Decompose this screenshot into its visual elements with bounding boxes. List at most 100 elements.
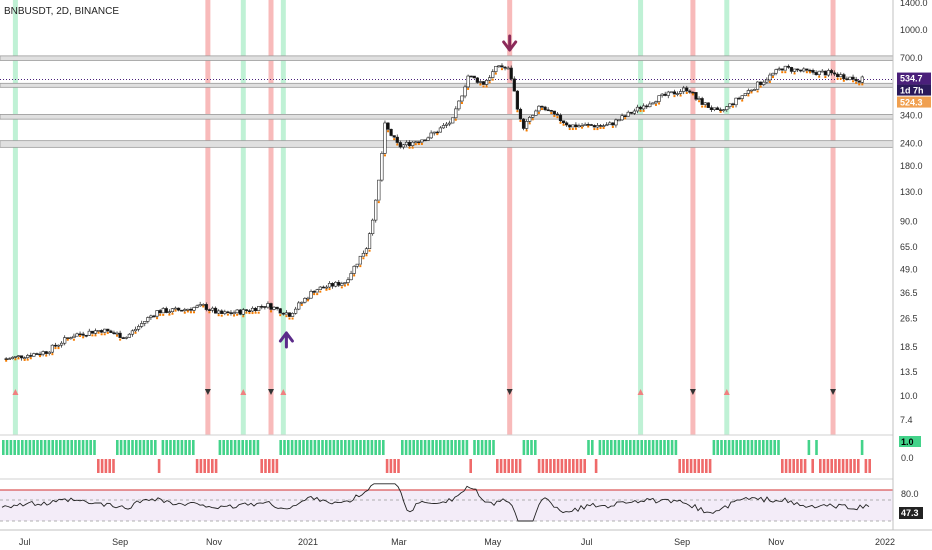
candle-body xyxy=(213,307,218,314)
histogram-bar-up xyxy=(534,440,537,455)
histogram-bar-up xyxy=(89,440,92,455)
candle-body xyxy=(826,70,831,76)
candle-dot xyxy=(858,83,861,86)
candle-dot xyxy=(741,99,744,102)
candle-body xyxy=(66,337,70,339)
candle-body xyxy=(722,109,726,111)
histogram-bar-up xyxy=(815,440,818,455)
histogram-bar-up xyxy=(351,440,355,455)
histogram-bar-up xyxy=(632,440,636,455)
candle-body xyxy=(549,110,553,112)
candle-body xyxy=(481,81,486,85)
candle-body xyxy=(854,78,858,82)
histogram-bar-up xyxy=(59,440,62,455)
time-tick-label: Nov xyxy=(206,537,223,547)
candle-body xyxy=(278,308,282,314)
histogram-bar-up xyxy=(85,440,89,455)
candle-dot xyxy=(343,284,346,287)
candle-dot xyxy=(550,112,553,115)
candle-dot xyxy=(288,317,291,320)
candle-body xyxy=(183,309,187,311)
candle-dot xyxy=(768,80,771,83)
candle-dot xyxy=(306,299,309,302)
histogram-bar-up xyxy=(461,440,465,455)
candle-body xyxy=(53,344,58,347)
candle-body xyxy=(16,355,21,358)
histogram-bar-down xyxy=(708,459,712,473)
histogram-bar-down xyxy=(705,459,708,473)
histogram-bar-up xyxy=(47,440,51,455)
candle-dot xyxy=(781,71,784,74)
candle-body xyxy=(100,330,104,333)
candle-body xyxy=(614,119,618,126)
histogram-bar-up xyxy=(119,440,123,455)
candle-body xyxy=(321,286,325,289)
histogram-bar-up xyxy=(366,440,370,455)
candle-dot xyxy=(171,312,174,315)
candle-body xyxy=(592,125,596,128)
candle-body xyxy=(688,90,692,93)
candle-body xyxy=(232,312,236,315)
histogram-bar-up xyxy=(355,440,358,455)
histogram-bar-up xyxy=(602,440,605,455)
candle-body xyxy=(561,120,566,124)
candle-dot xyxy=(417,142,420,145)
candle-dot xyxy=(491,78,494,81)
candle-body xyxy=(290,313,295,317)
histogram-bar-down xyxy=(275,459,279,473)
candle-body xyxy=(284,312,289,315)
candle-dot xyxy=(581,126,584,129)
candle-dot xyxy=(568,128,571,131)
histogram-bar-up xyxy=(773,440,776,455)
candle-body xyxy=(426,137,430,141)
histogram-bar-up xyxy=(591,440,594,455)
candle-body xyxy=(472,75,476,79)
candle-body xyxy=(460,95,464,102)
histogram-bar-down xyxy=(788,459,792,473)
candle-body xyxy=(19,355,24,359)
histogram-bar-up xyxy=(287,440,290,455)
histogram-bar-up xyxy=(439,440,442,455)
histogram-bar-up xyxy=(317,440,320,455)
candle-body xyxy=(444,123,449,126)
candle-body xyxy=(380,153,384,181)
candle-body xyxy=(170,308,175,313)
time-tick-label: Sep xyxy=(674,537,690,547)
hist-top-label: 1.0 xyxy=(901,437,914,447)
histogram-bar-up xyxy=(769,440,773,455)
candle-body xyxy=(4,358,8,360)
price-tick-label: 240.0 xyxy=(900,138,923,148)
candle-body xyxy=(269,303,273,310)
candle-body xyxy=(275,306,279,309)
histogram-bar-down xyxy=(199,459,203,473)
histogram-bar-down xyxy=(583,459,586,473)
candle-dot xyxy=(436,133,439,136)
candle-body xyxy=(746,90,750,94)
candle-body xyxy=(78,333,82,336)
candle-dot xyxy=(596,128,599,131)
candle-body xyxy=(315,289,319,293)
level-label: 524.3 xyxy=(900,98,923,108)
price-tick-label: 7.4 xyxy=(900,415,913,425)
histogram-bar-down xyxy=(838,459,841,473)
candle-dot xyxy=(611,125,614,128)
candle-dot xyxy=(313,293,316,296)
candle-body xyxy=(743,93,747,96)
candle-body xyxy=(367,233,372,250)
time-tick-label: May xyxy=(484,537,502,547)
candle-body xyxy=(786,65,790,68)
candle-dot xyxy=(183,311,186,314)
candle-body xyxy=(361,252,365,257)
candle-dot xyxy=(824,76,827,79)
candle-body xyxy=(392,135,396,138)
histogram-bar-up xyxy=(161,440,165,455)
histogram-bar-up xyxy=(492,440,495,455)
histogram-bar-down xyxy=(811,459,814,473)
histogram-bar-up xyxy=(454,440,457,455)
candle-body xyxy=(509,67,513,80)
histogram-bar-up xyxy=(283,440,286,455)
candle-body xyxy=(161,308,165,314)
candle-body xyxy=(466,75,470,88)
histogram-bar-up xyxy=(62,440,66,455)
signal-band-down xyxy=(830,0,836,435)
